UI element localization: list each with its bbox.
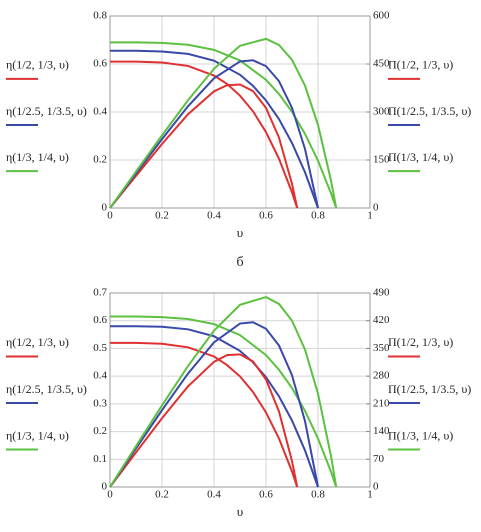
legend-label: Π(1/2, 1/3, υ) xyxy=(388,335,453,349)
y2-tick-label: 420 xyxy=(373,314,390,326)
series-line xyxy=(109,59,319,209)
x-tick-label: 0.6 xyxy=(259,489,273,501)
x-tick-label: 0.2 xyxy=(155,489,169,501)
y2-tick-label: 600 xyxy=(373,10,390,22)
y-tick-label: 0.1 xyxy=(93,453,107,465)
y2-tick-label: 0 xyxy=(373,481,379,493)
y-tick-label: 0.3 xyxy=(93,397,107,409)
y-tick-label: 0.6 xyxy=(93,314,107,326)
y2-tick-label: 300 xyxy=(373,106,390,118)
x-tick-label: 1 xyxy=(367,210,373,222)
x-tick-label: 0.4 xyxy=(207,489,221,501)
legend-label: η(1/3, 1/4, υ) xyxy=(6,150,69,164)
legend-label: η(1/2, 1/3, υ) xyxy=(6,335,69,349)
x-tick-label: 0 xyxy=(107,489,113,501)
series-line xyxy=(110,41,338,209)
x-tick-label: 0.8 xyxy=(311,489,325,501)
plot-frame xyxy=(109,15,371,209)
x-tick-label: 0 xyxy=(107,210,113,222)
legend-label: η(1/2, 1/3, υ) xyxy=(6,58,69,72)
y2-tick-label: 150 xyxy=(373,154,390,166)
legend-label: Π(1/2.5, 1/3.5, υ) xyxy=(388,382,471,396)
series-line xyxy=(109,296,338,488)
caption: б xyxy=(236,255,243,270)
legend-label: Π(1/2, 1/3, υ) xyxy=(388,58,453,72)
series-line xyxy=(109,321,319,488)
legend-label: η(1/2.5, 1/3.5, υ) xyxy=(6,382,87,396)
y2-tick-label: 350 xyxy=(373,342,390,354)
y2-tick-label: 70 xyxy=(373,453,385,465)
y2-tick-label: 450 xyxy=(373,58,390,70)
series-line xyxy=(109,353,299,488)
plot-frame xyxy=(109,292,371,488)
y2-tick-label: 280 xyxy=(373,370,390,382)
y-tick-label: 0 xyxy=(102,202,108,214)
series-line xyxy=(109,83,299,209)
y-tick-label: 0.6 xyxy=(93,58,107,70)
legend-label: Π(1/2.5, 1/3.5, υ) xyxy=(388,104,471,118)
x-tick-label: 0.8 xyxy=(311,210,325,222)
legend-label: η(1/2.5, 1/3.5, υ) xyxy=(6,104,87,118)
x-tick-label: 0.6 xyxy=(259,210,273,222)
legend-label: η(1/3, 1/4, υ) xyxy=(6,428,69,442)
y-tick-label: 0.5 xyxy=(93,342,107,354)
x-axis-label: υ xyxy=(237,225,243,240)
y2-tick-label: 0 xyxy=(373,202,379,214)
y-tick-label: 0.2 xyxy=(93,425,107,437)
x-tick-label: 0.4 xyxy=(207,210,221,222)
legend-label: Π(1/3, 1/4, υ) xyxy=(388,150,453,164)
x-tick-label: 0.2 xyxy=(155,210,169,222)
x-tick-label: 1 xyxy=(367,489,373,501)
y2-tick-label: 490 xyxy=(373,287,390,299)
series-line xyxy=(109,37,338,209)
series-line xyxy=(110,341,299,488)
y-tick-label: 0 xyxy=(102,481,108,493)
x-axis-label: υ xyxy=(237,504,243,519)
y-tick-label: 0.2 xyxy=(93,154,107,166)
series-line xyxy=(110,60,299,209)
series-line xyxy=(110,315,338,488)
series-line xyxy=(110,325,319,488)
y-tick-label: 0.4 xyxy=(93,106,107,118)
y-tick-label: 0.4 xyxy=(93,370,107,382)
y2-tick-label: 210 xyxy=(373,397,390,409)
legend-label: Π(1/3, 1/4, υ) xyxy=(388,428,453,442)
y2-tick-label: 140 xyxy=(373,425,390,437)
series-line xyxy=(110,49,319,209)
y-tick-label: 0.8 xyxy=(93,10,107,22)
y-tick-label: 0.7 xyxy=(93,287,107,299)
